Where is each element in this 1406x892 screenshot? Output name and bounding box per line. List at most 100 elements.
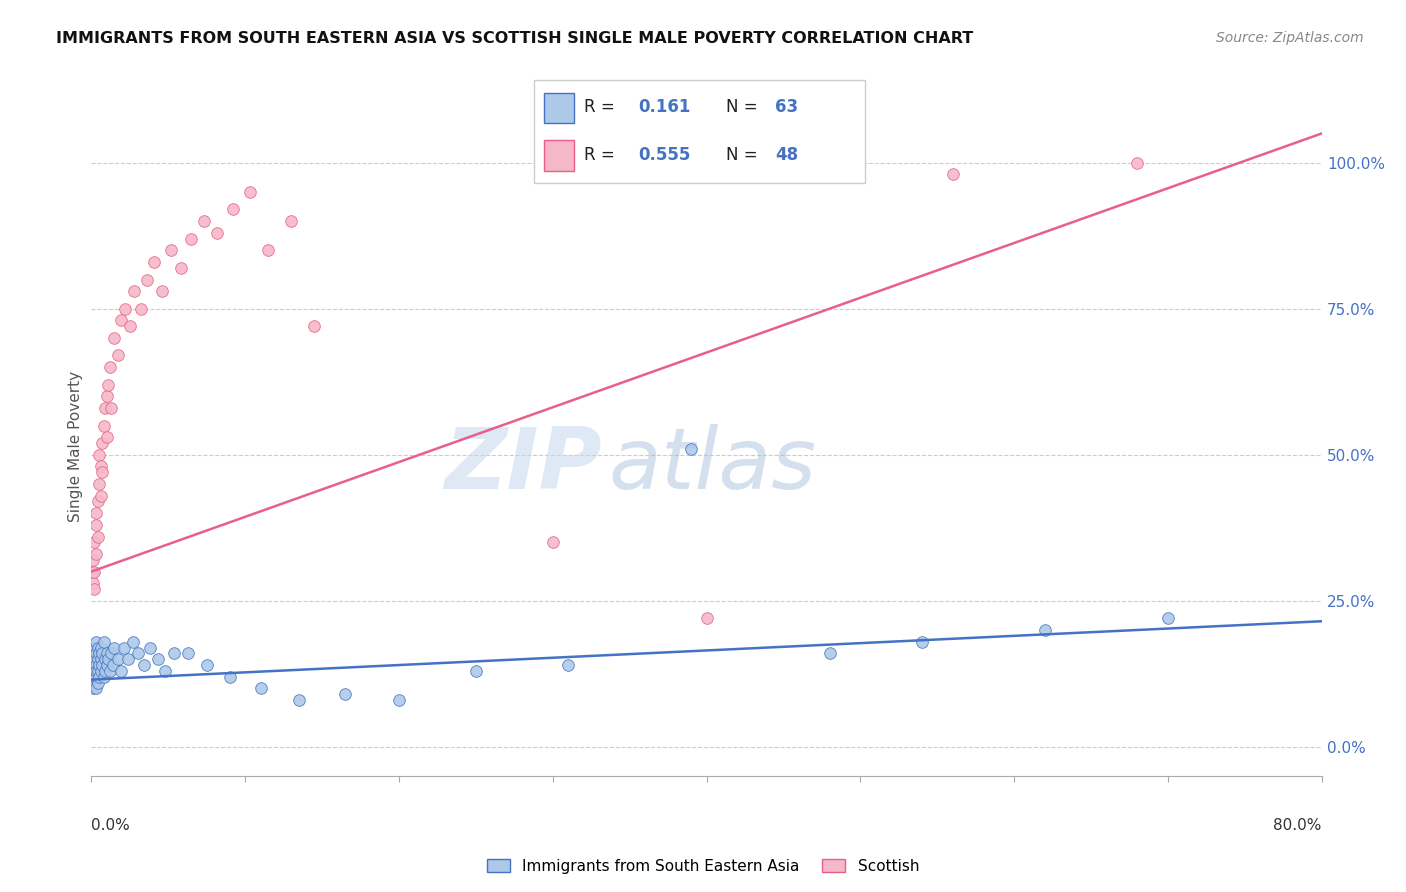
- Text: atlas: atlas: [607, 425, 815, 508]
- Point: [90, 459, 112, 474]
- Y-axis label: Single Male Poverty: Single Male Poverty: [67, 370, 83, 522]
- Point: [86, 640, 108, 655]
- Point: [129, 301, 152, 316]
- Point: [94, 401, 117, 415]
- Point: [239, 185, 262, 199]
- Point: [146, 652, 169, 666]
- Point: [84, 634, 107, 648]
- Point: [96, 658, 118, 673]
- Point: [101, 658, 124, 673]
- Point: [288, 693, 311, 707]
- Point: [84, 664, 107, 678]
- Point: [82, 670, 104, 684]
- Point: [84, 670, 107, 684]
- Text: 80.0%: 80.0%: [1274, 818, 1322, 832]
- Point: [83, 565, 105, 579]
- Point: [139, 640, 162, 655]
- Point: [98, 360, 121, 375]
- Point: [96, 646, 118, 660]
- Point: [112, 640, 135, 655]
- Point: [696, 611, 718, 625]
- Point: [150, 284, 173, 298]
- Point: [942, 167, 965, 181]
- Point: [83, 582, 105, 596]
- Point: [103, 640, 125, 655]
- Point: [143, 255, 166, 269]
- Point: [83, 640, 105, 655]
- Point: [280, 214, 302, 228]
- Point: [557, 658, 579, 673]
- Point: [388, 693, 411, 707]
- Point: [84, 646, 107, 660]
- Point: [87, 658, 110, 673]
- Point: [84, 506, 107, 520]
- Text: ZIP: ZIP: [444, 425, 602, 508]
- Point: [541, 535, 564, 549]
- Text: 0.0%: 0.0%: [91, 818, 131, 832]
- Text: 0.555: 0.555: [638, 145, 690, 163]
- Point: [153, 664, 177, 678]
- Point: [911, 634, 934, 648]
- Text: R =: R =: [583, 98, 620, 117]
- Point: [97, 652, 120, 666]
- Point: [82, 565, 104, 579]
- Point: [132, 658, 155, 673]
- Point: [90, 652, 112, 666]
- Point: [114, 301, 136, 316]
- Point: [177, 646, 200, 660]
- Text: N =: N =: [725, 145, 763, 163]
- Point: [1157, 611, 1180, 625]
- Point: [124, 284, 146, 298]
- Text: Source: ZipAtlas.com: Source: ZipAtlas.com: [1216, 31, 1364, 45]
- Point: [87, 646, 110, 660]
- Point: [97, 377, 120, 392]
- Point: [86, 664, 108, 678]
- Point: [86, 675, 108, 690]
- Point: [84, 658, 107, 673]
- Point: [98, 664, 121, 678]
- Point: [83, 652, 105, 666]
- Text: 0.161: 0.161: [638, 98, 690, 117]
- Point: [82, 576, 104, 591]
- Point: [86, 530, 108, 544]
- Point: [90, 640, 112, 655]
- Point: [82, 646, 104, 660]
- Point: [90, 489, 112, 503]
- Point: [110, 664, 132, 678]
- Legend: Immigrants from South Eastern Asia, Scottish: Immigrants from South Eastern Asia, Scot…: [481, 853, 925, 880]
- Point: [83, 675, 105, 690]
- Point: [91, 465, 114, 479]
- Point: [91, 436, 114, 450]
- Point: [84, 547, 107, 561]
- Point: [195, 658, 218, 673]
- Point: [83, 664, 105, 678]
- Point: [91, 658, 114, 673]
- Point: [135, 272, 157, 286]
- Point: [83, 535, 105, 549]
- Point: [222, 202, 245, 217]
- Point: [207, 226, 229, 240]
- Point: [107, 348, 129, 362]
- Text: 63: 63: [776, 98, 799, 117]
- Point: [180, 232, 202, 246]
- Point: [100, 646, 122, 660]
- Point: [127, 646, 149, 660]
- Point: [169, 260, 191, 275]
- Point: [464, 664, 486, 678]
- Point: [96, 430, 118, 444]
- Point: [86, 494, 108, 508]
- Point: [257, 244, 280, 258]
- Point: [93, 634, 115, 648]
- Text: R =: R =: [583, 145, 620, 163]
- Text: IMMIGRANTS FROM SOUTH EASTERN ASIA VS SCOTTISH SINGLE MALE POVERTY CORRELATION C: IMMIGRANTS FROM SOUTH EASTERN ASIA VS SC…: [56, 31, 973, 46]
- Point: [84, 681, 107, 696]
- Point: [1126, 155, 1149, 169]
- Bar: [544, 93, 574, 123]
- Point: [87, 670, 110, 684]
- Point: [86, 652, 108, 666]
- Point: [249, 681, 271, 696]
- Point: [94, 664, 117, 678]
- Point: [93, 670, 115, 684]
- Point: [122, 634, 145, 648]
- FancyBboxPatch shape: [534, 80, 865, 183]
